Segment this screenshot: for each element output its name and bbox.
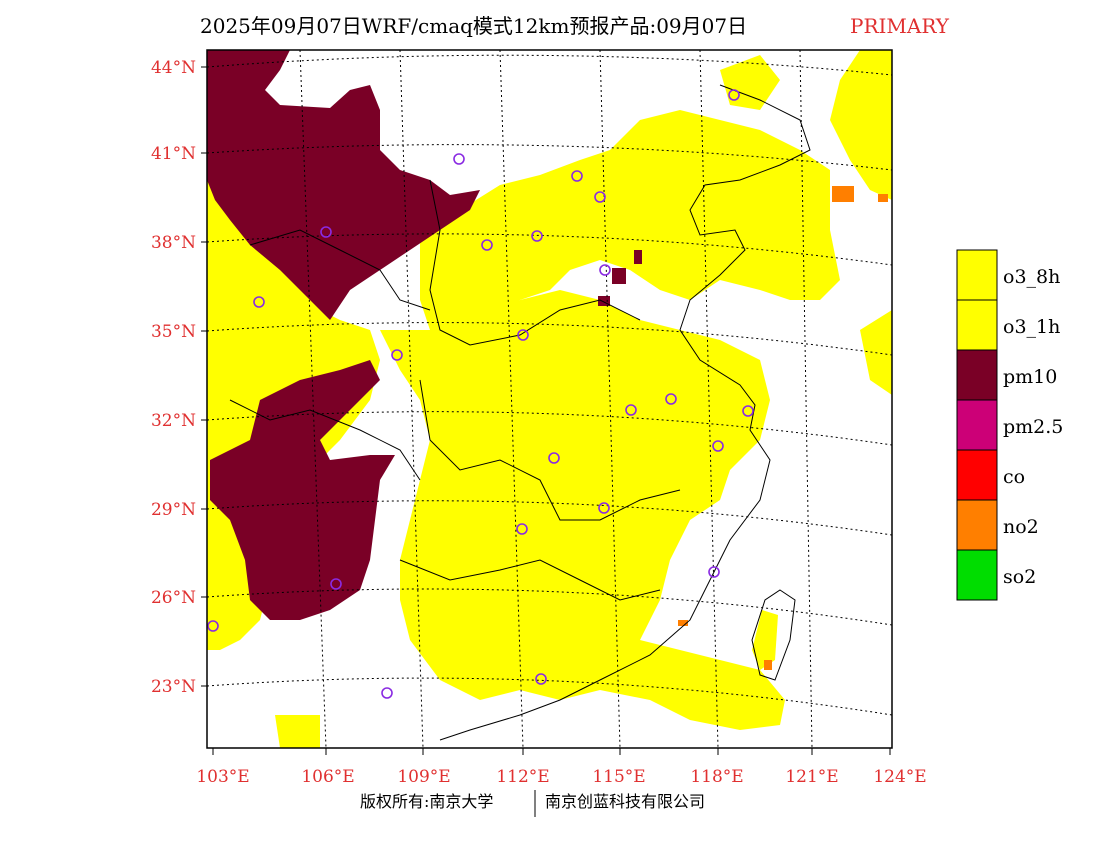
lat-labels: 44°N 41°N 38°N 35°N 32°N 29°N 26°N 23°N [151,58,196,697]
o3-region-inner-mongolia [720,55,780,110]
o3-region-taiwan [752,610,778,670]
lat-label: 23°N [151,677,196,697]
legend-swatch-o3-1h [956,299,998,351]
legend-label-pm10: pm10 [1003,366,1057,388]
lat-label: 35°N [151,322,196,342]
station-marker [516,523,528,535]
lon-line-109 [399,49,424,749]
station-marker [330,578,342,590]
lon-line-121 [799,49,813,749]
station-marker [531,230,543,242]
legend-swatch-so2 [956,549,998,601]
station-marker [548,452,560,464]
no2-speck-2 [878,194,888,202]
station-marker [535,673,547,685]
no2-speck-1 [832,186,854,202]
lon-label: 124°E [873,767,926,787]
station-marker [571,170,583,182]
legend-swatch-no2 [956,499,998,551]
lat-label: 32°N [151,411,196,431]
legend-label-co: co [1003,466,1025,488]
station-marker [594,191,606,203]
o3-region-northeast [830,50,892,200]
primary-tag: PRIMARY [850,14,950,38]
pm10-region-northwest [207,50,480,320]
legend-swatch-co [956,449,998,501]
map-area [206,49,893,749]
station-markers [207,89,754,699]
no2-speck-4 [678,620,688,626]
lat-label: 41°N [151,144,196,164]
province-lines-4 [249,229,431,311]
pm10-speck-1 [598,296,610,306]
station-marker [742,405,754,417]
boundaries [229,84,811,741]
o3-region-guangxi-small [275,715,320,748]
taiwan-outline [751,589,796,681]
lat-label: 38°N [151,233,196,253]
legend-label-o3-8h: o3_8h [1003,266,1060,288]
lat-label: 26°N [151,588,196,608]
lat-label: 44°N [151,58,196,78]
station-marker [517,329,529,341]
station-marker [391,349,403,361]
lon-label: 112°E [496,767,549,787]
legend-swatch-pm2-5 [956,399,998,451]
station-marker [320,226,332,238]
station-marker [625,404,637,416]
o3-region-south [380,290,785,730]
lon-label: 109°E [397,767,450,787]
legend-label-pm2-5: pm2.5 [1003,416,1063,438]
no2-speck-3 [764,660,772,670]
lon-ticks [212,748,891,755]
province-lines-3 [399,559,661,601]
lon-label: 121°E [785,767,838,787]
legend-label-no2: no2 [1003,516,1039,538]
lon-labels: 103°E 106°E 109°E 112°E 115°E 118°E 121°… [196,767,926,787]
station-marker [598,502,610,514]
station-marker [453,153,465,165]
province-lines-2 [419,379,681,521]
lat-label: 29°N [151,500,196,520]
legend-swatch-pm10 [956,349,998,401]
pm10-speck-2 [612,268,626,284]
station-marker [712,440,724,452]
pm10-speck-3 [634,250,642,264]
lon-line-106 [299,49,327,749]
station-marker [253,296,265,308]
station-marker [381,687,393,699]
map-title: 2025年09月07日WRF/cmaq模式12km预报产品:09月07日 [200,14,747,38]
lon-line-118 [699,49,719,749]
o3-region-north [420,110,840,330]
station-marker [481,239,493,251]
copyright-right: 南京创蓝科技有限公司 [545,792,705,811]
legend: o3_8h o3_1h pm10 pm2.5 co no2 so2 [956,249,1063,601]
graticule [206,49,893,749]
legend-label-so2: so2 [1003,566,1036,588]
lon-line-112 [499,49,524,749]
station-marker [728,89,740,101]
lon-label: 118°E [690,767,743,787]
station-marker [665,393,677,405]
province-lines-1 [429,179,641,346]
station-marker [599,264,611,276]
station-marker [708,566,720,578]
lon-line-115 [599,49,621,749]
coastline [439,84,811,741]
legend-label-o3-1h: o3_1h [1003,316,1060,338]
lon-label: 103°E [196,767,249,787]
legend-swatch-o3-8h [956,249,998,301]
station-marker [207,620,219,632]
copyright-left: 版权所有:南京大学 [360,792,493,811]
lon-label: 106°E [301,767,354,787]
lon-label: 115°E [592,767,645,787]
pm10-region-southwest [210,360,395,620]
map-frame [206,49,893,749]
lat-ticks [201,66,207,687]
